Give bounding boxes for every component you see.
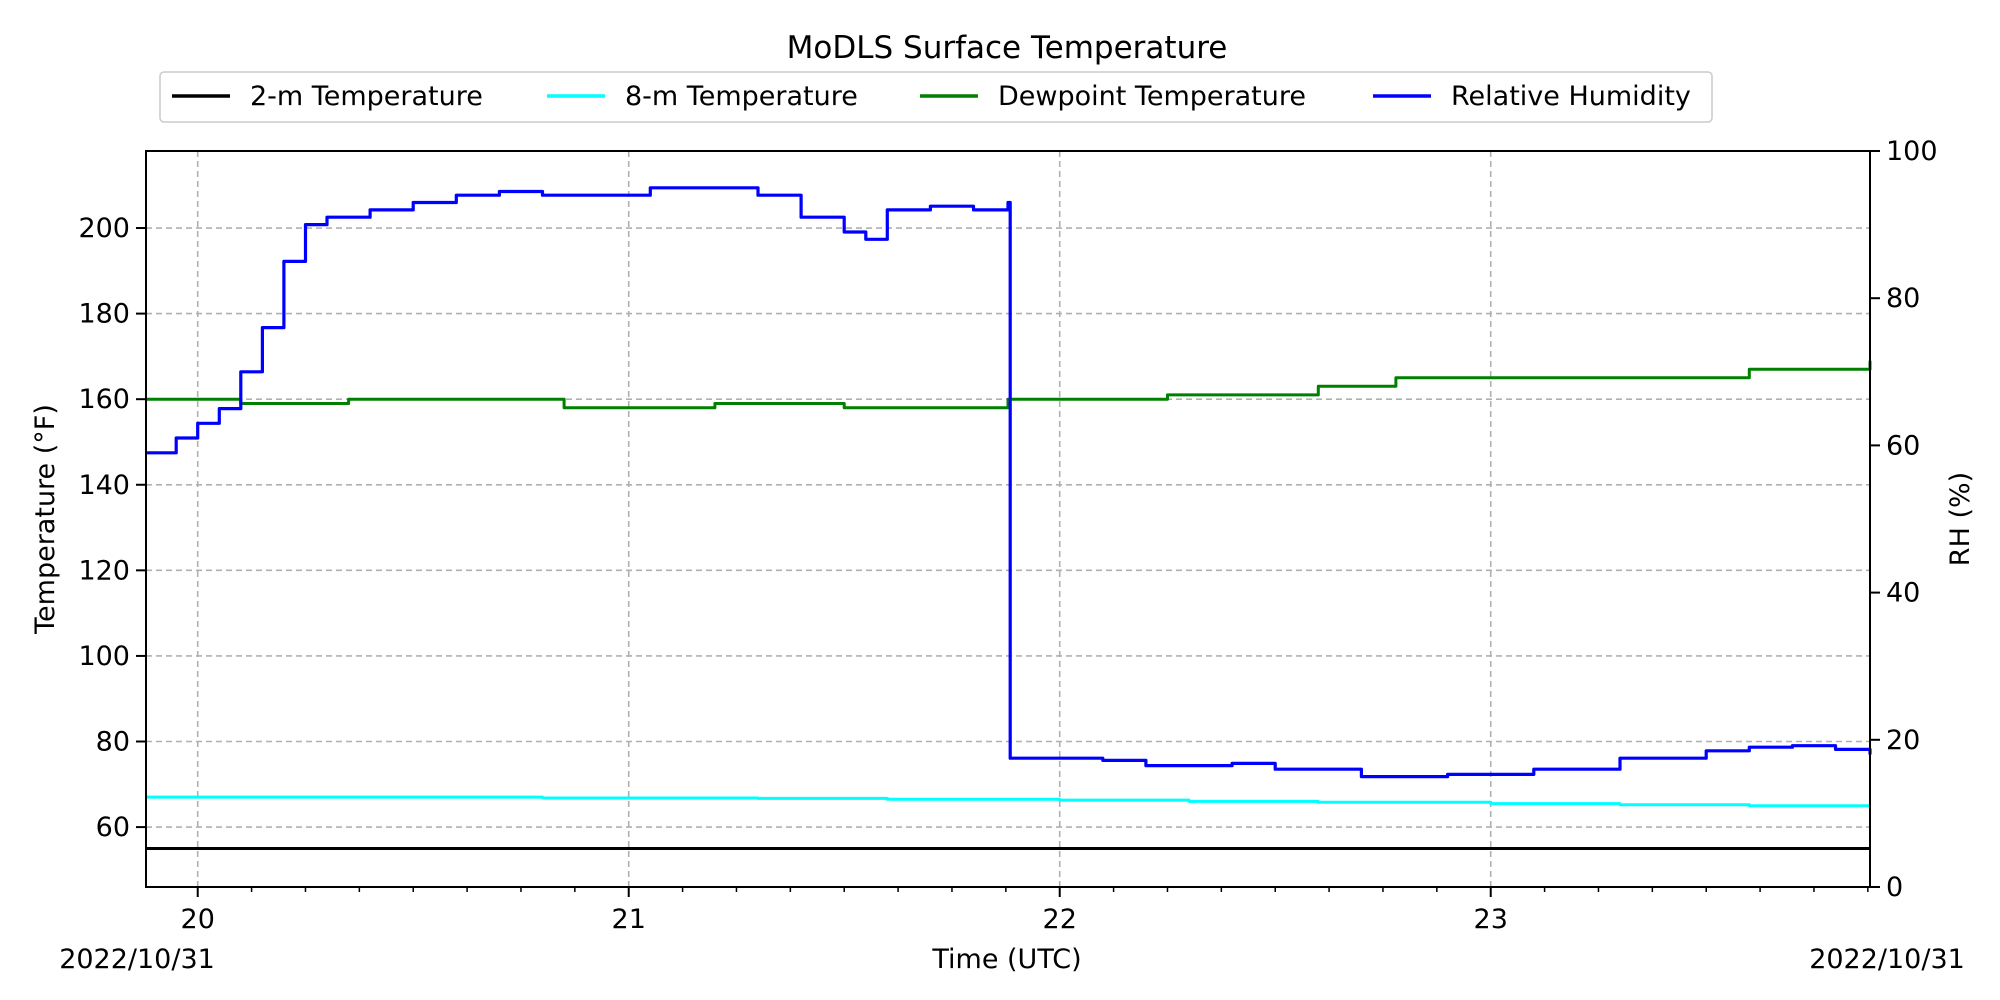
y-tick-label: 180	[78, 299, 130, 330]
series-line-dewpoint-temperature	[146, 360, 1872, 410]
y2-tick-label: 100	[1886, 136, 1938, 167]
x-tick-label: 23	[1474, 904, 1508, 935]
y-tick-label: 140	[78, 470, 130, 501]
x-date-left: 2022/10/31	[59, 944, 215, 975]
y2-tick-label: 40	[1886, 578, 1920, 609]
x-axis-label: Time (UTC)	[931, 944, 1081, 975]
legend-label-2-m-temperature: 2-m Temperature	[250, 81, 483, 112]
y-tick-label: 120	[78, 555, 130, 586]
series-layer	[146, 186, 1872, 850]
chart-title: MoDLS Surface Temperature	[787, 30, 1228, 66]
y-tick-label: 80	[96, 727, 130, 758]
y-tick-label: 100	[78, 641, 130, 672]
x-tick-label: 20	[181, 904, 215, 935]
y2-tick-label: 0	[1886, 872, 1903, 903]
plot-frame	[145, 150, 1871, 888]
x-tick-label: 21	[612, 904, 646, 935]
y-axis-right: 0 20 40 60 80 100	[1870, 136, 1938, 903]
y-axis-label: Temperature (°F)	[30, 404, 61, 635]
x-date-right: 2022/10/31	[1809, 944, 1965, 975]
y-tick-label: 200	[78, 213, 130, 244]
y2-tick-label: 20	[1886, 725, 1920, 756]
y2-axis-label: RH (%)	[1945, 472, 1976, 566]
legend-label-dewpoint-temperature: Dewpoint Temperature	[998, 81, 1306, 112]
y-tick-label: 160	[78, 384, 130, 415]
y-axis-left: 60 80 100 120 140 160 180 200	[78, 213, 146, 843]
legend: 2-m Temperature 8-m Temperature Dewpoint T…	[159, 71, 1713, 123]
series-line-8-m-temperature	[146, 795, 1870, 808]
y-tick-label: 60	[96, 812, 130, 843]
y2-tick-label: 80	[1886, 283, 1920, 314]
y2-tick-label: 60	[1886, 430, 1920, 461]
series-line-relative-humidity	[146, 186, 1872, 779]
legend-label-relative-humidity: Relative Humidity	[1451, 81, 1691, 112]
x-axis: 20 21 22 23	[181, 887, 1869, 935]
x-tick-label: 22	[1043, 904, 1077, 935]
grid	[146, 151, 1870, 887]
legend-label-8-m-temperature: 8-m Temperature	[625, 81, 858, 112]
